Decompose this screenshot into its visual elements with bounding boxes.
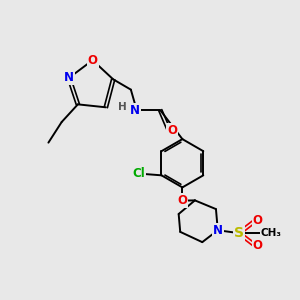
Text: S: S xyxy=(234,226,244,240)
Text: O: O xyxy=(167,124,177,137)
Text: Cl: Cl xyxy=(132,167,145,180)
Text: N: N xyxy=(213,224,223,237)
Text: CH₃: CH₃ xyxy=(261,228,282,238)
Text: O: O xyxy=(177,194,188,207)
Text: O: O xyxy=(253,239,262,252)
Text: O: O xyxy=(88,54,98,67)
Text: N: N xyxy=(130,104,140,117)
Text: N: N xyxy=(64,71,74,84)
Text: O: O xyxy=(253,214,262,227)
Text: H: H xyxy=(118,102,126,112)
